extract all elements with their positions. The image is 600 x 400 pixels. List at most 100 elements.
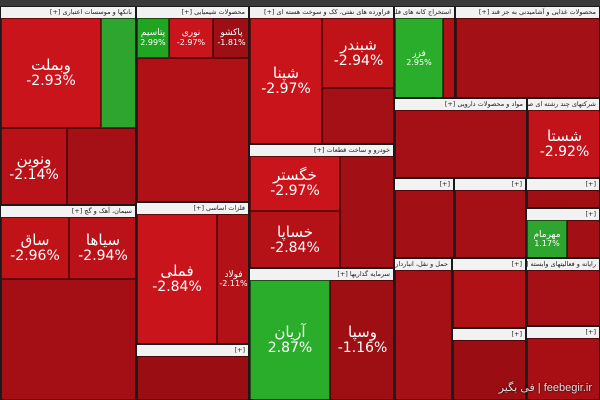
sector-investment: سرمایه گذاریها [+] آریان 2.87% وسپا -1.16%: [249, 268, 394, 400]
stock-tile[interactable]: پتاسیم 2.99%: [137, 18, 169, 58]
sector-oil_extraction: [+] مهرمام 1.17%: [526, 208, 600, 258]
tile-symbol: پتاسیم: [140, 28, 166, 39]
tile-symbol: خگستر: [273, 166, 317, 185]
sector-body: [527, 270, 599, 325]
sector-header[interactable]: فلزات اساسی [+]: [137, 203, 248, 214]
tile-change-percent: -2.93%: [26, 72, 76, 89]
stock-tile[interactable]: [453, 270, 525, 327]
stock-tile[interactable]: [137, 356, 248, 399]
tile-symbol: وسپا: [348, 323, 377, 342]
sector-header[interactable]: سیمان، آهک و گچ [+]: [1, 206, 135, 217]
stock-tile[interactable]: خگستر -2.97%: [250, 156, 340, 211]
tile-symbol: فملی: [160, 262, 194, 281]
sector-food: محصولات غذایی و آشامیدنی به جز قند [+]: [455, 6, 600, 98]
sector-header[interactable]: [+]: [527, 179, 599, 190]
stock-tile[interactable]: [137, 58, 248, 201]
sector-header[interactable]: [+]: [455, 179, 525, 190]
stock-tile[interactable]: فملی -2.84%: [137, 214, 217, 343]
tile-symbol: پاکشو: [220, 28, 243, 39]
stock-tile[interactable]: شستا -2.92%: [528, 110, 599, 177]
stock-tile[interactable]: [527, 338, 599, 399]
sector-oil: فراورده های نفتی، کک و سوخت هسته ای [+] ش…: [249, 6, 394, 144]
tile-symbol: سیاها: [85, 230, 121, 249]
stock-tile[interactable]: [1, 279, 135, 399]
sector-body: وبملت -2.93% ونوین -2.14%: [1, 18, 135, 204]
sector-banks: بانکها و موسسات اعتباری [+] وبملت -2.93% ون…: [0, 6, 136, 205]
sector-transport: حمل و نقل، انبارداری و ارتباطات [+]: [394, 258, 452, 400]
stock-tile[interactable]: ساق -2.96%: [1, 217, 69, 279]
stock-tile[interactable]: [395, 190, 453, 257]
stock-tile[interactable]: [340, 156, 393, 267]
sector-header[interactable]: [+]: [527, 327, 599, 338]
stock-tile[interactable]: شبندر -2.94%: [322, 18, 393, 88]
sector-header[interactable]: رایانه و فعالیتهای وابسته [+]: [527, 259, 599, 270]
sector-other: [+]: [136, 344, 249, 400]
sector-cement: سیمان، آهک و گچ [+] ساق -2.96% سیاها -2.94%: [0, 205, 136, 400]
stock-tile[interactable]: شپنا -2.97%: [250, 18, 322, 143]
stock-tile[interactable]: [453, 340, 525, 399]
stock-tile[interactable]: [527, 270, 599, 325]
sector-header[interactable]: [+]: [453, 259, 525, 270]
stock-tile[interactable]: وبملت -2.93%: [1, 18, 101, 128]
sector-body: [527, 338, 599, 399]
sector-body: [395, 190, 453, 257]
tile-symbol: مهرمام: [533, 229, 561, 240]
stock-tile[interactable]: [67, 128, 135, 204]
stock-tile[interactable]: آریان 2.87%: [250, 280, 330, 399]
stock-tile[interactable]: [101, 18, 135, 128]
sector-header[interactable]: [+]: [453, 329, 525, 340]
tile-change-percent: 2.95%: [406, 58, 432, 68]
stock-tile[interactable]: [443, 18, 454, 97]
tile-symbol: نوری: [181, 28, 201, 39]
stock-tile[interactable]: فولاد -2.11%: [217, 214, 248, 343]
stock-tile[interactable]: فزر 2.95%: [395, 18, 443, 97]
sector-header[interactable]: فراورده های نفتی، کک و سوخت هسته ای [+]: [250, 7, 393, 18]
tile-change-percent: -2.14%: [9, 166, 59, 183]
stock-tile[interactable]: خساپا -2.84%: [250, 211, 340, 267]
watermark: feebegir.ir | فی بگیر: [498, 382, 592, 394]
sector-header[interactable]: [+]: [395, 179, 453, 190]
tile-symbol: فولاد: [224, 269, 243, 280]
sector-auto: خودرو و ساخت قطعات [+] خگستر -2.97% خساپا -2…: [249, 144, 394, 268]
stock-tile[interactable]: نوری -2.97%: [169, 18, 213, 58]
stock-tile[interactable]: ونوین -2.14%: [1, 128, 67, 204]
tile-symbol: ساق: [20, 230, 50, 249]
sector-header[interactable]: شرکتهای چند رشته ای صنعتی [+]: [528, 99, 599, 110]
sector-body: پتاسیم 2.99% نوری -2.97% پاکشو -1.81%: [137, 18, 248, 201]
tile-symbol: آریان: [274, 323, 306, 342]
tile-change-percent: 2.99%: [140, 37, 166, 47]
sector-body: [455, 190, 525, 257]
sector-header[interactable]: [+]: [527, 209, 599, 220]
sector-body: [395, 270, 451, 399]
sector-header[interactable]: بانکها و موسسات اعتباری [+]: [1, 7, 135, 18]
stock-tile[interactable]: [455, 190, 525, 257]
sector-body: [453, 340, 525, 399]
sector-header[interactable]: استخراج کانه های فلزی [+]: [395, 7, 454, 18]
sector-body: ساق -2.96% سیاها -2.94%: [1, 217, 135, 399]
stock-tile[interactable]: سیاها -2.94%: [69, 217, 135, 279]
tile-symbol: وبملت: [31, 55, 71, 74]
sector-header[interactable]: [+]: [137, 345, 248, 356]
sector-header[interactable]: محصولات شیمیایی [+]: [137, 7, 248, 18]
sector-chemical: محصولات شیمیایی [+] پتاسیم 2.99% نوری -2.97%…: [136, 6, 249, 202]
stock-tile[interactable]: وسپا -1.16%: [330, 280, 393, 399]
stock-tile[interactable]: مهرمام 1.17%: [527, 220, 567, 257]
stock-tile[interactable]: پاکشو -1.81%: [213, 18, 248, 58]
sector-header[interactable]: خودرو و ساخت قطعات [+]: [250, 145, 393, 156]
stock-tile[interactable]: [322, 88, 393, 143]
stock-tile[interactable]: [567, 220, 599, 257]
stock-tile[interactable]: [456, 18, 599, 97]
sector-header[interactable]: مواد و محصولات دارویی [+]: [395, 99, 526, 110]
tile-change-percent: -2.92%: [539, 144, 590, 161]
sector-header[interactable]: حمل و نقل، انبارداری و ارتباطات [+]: [395, 259, 451, 270]
tile-symbol: خساپا: [277, 222, 313, 241]
sector-header[interactable]: محصولات غذایی و آشامیدنی به جز قند [+]: [456, 7, 599, 18]
tile-change-percent: 1.17%: [534, 239, 560, 249]
stock-tile[interactable]: [395, 110, 526, 177]
sector-body: آریان 2.87% وسپا -1.16%: [250, 280, 393, 399]
stock-tile[interactable]: [395, 270, 451, 399]
stock-tile[interactable]: [527, 190, 599, 207]
sector-header[interactable]: سرمایه گذاریها [+]: [250, 269, 393, 280]
